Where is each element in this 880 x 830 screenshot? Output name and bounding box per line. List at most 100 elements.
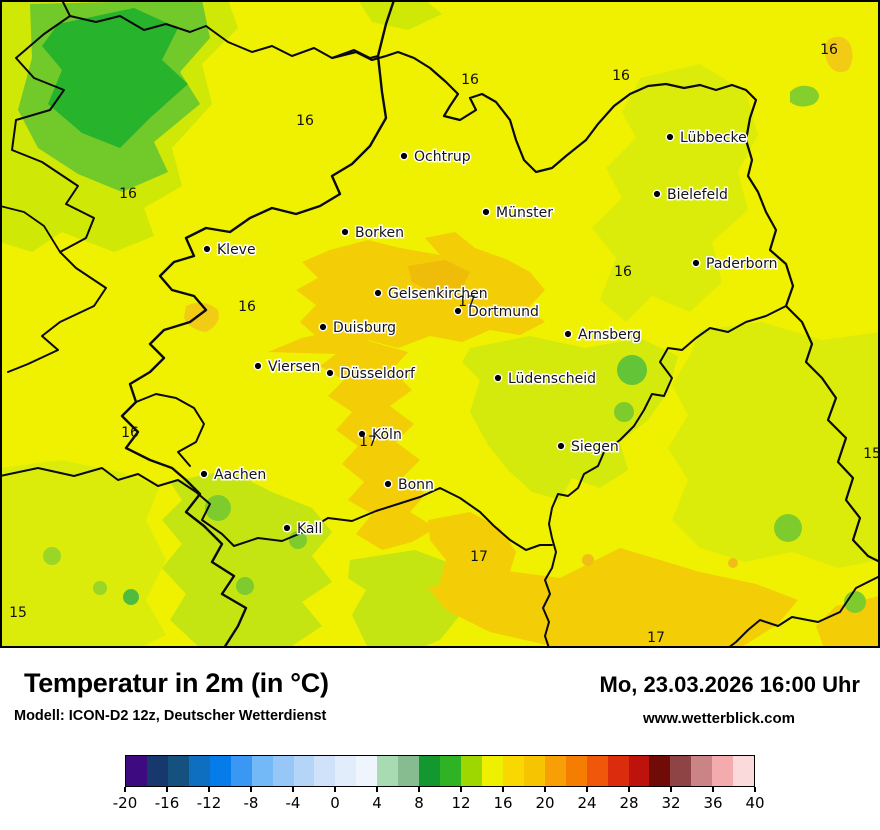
colorbar-segments — [125, 755, 755, 787]
city-dot — [357, 429, 367, 439]
colorbar-tickmark — [124, 787, 126, 792]
city-label: Aachen — [214, 467, 266, 483]
city-marker: Paderborn — [691, 255, 779, 274]
colorbar-segment — [293, 756, 315, 786]
colorbar-tick-label: 4 — [372, 794, 382, 812]
temp-fill-patches — [0, 0, 880, 648]
colorbar-segment — [251, 756, 273, 786]
colorbar-segment — [356, 756, 378, 786]
colorbar-tickmark — [334, 787, 336, 792]
colorbar-segment — [209, 756, 231, 786]
colorbar-segment — [398, 756, 420, 786]
colorbar-segment — [167, 756, 189, 786]
city-dot — [373, 288, 383, 298]
city-dot — [253, 361, 263, 371]
city-label: Köln — [372, 427, 402, 443]
colorbar-tickmark — [166, 787, 168, 792]
city-marker: Bielefeld — [652, 186, 729, 205]
colorbar-tick-label: 28 — [619, 794, 639, 812]
city-dot — [481, 207, 491, 217]
city-label: Münster — [496, 205, 553, 221]
city-label: Lübbecke — [680, 130, 747, 146]
city-markers: Ochtrup Lübbecke Bielefeld Münster Paderborn… — [199, 129, 779, 539]
city-dot — [282, 523, 292, 533]
colorbar-segment — [586, 756, 608, 786]
colorbar-segment — [733, 756, 755, 786]
city-dot — [563, 329, 573, 339]
colorbar-tick-label: 8 — [414, 794, 424, 812]
city-marker: Aachen — [199, 466, 268, 485]
colorbar-tick-label: -4 — [285, 794, 301, 812]
colorbar-segment — [691, 756, 713, 786]
colorbar-segment — [502, 756, 524, 786]
city-label: Düsseldorf — [340, 366, 416, 382]
colorbar-segment — [272, 756, 294, 786]
colorbar-segment — [188, 756, 210, 786]
city-marker: Kall — [282, 520, 324, 539]
city-marker: Borken — [340, 224, 406, 243]
temp-label: 16 — [121, 425, 139, 441]
colorbar-segment — [565, 756, 587, 786]
city-label: Dortmund — [468, 304, 539, 320]
city-marker: Lüdenscheid — [493, 370, 598, 389]
temp-label: 16 — [296, 113, 314, 129]
colorbar-tickmark — [250, 787, 252, 792]
city-marker: Ochtrup — [399, 148, 472, 167]
colorbar-segment — [146, 756, 168, 786]
city-label: Siegen — [571, 439, 619, 455]
temp-label: 17 — [458, 294, 476, 310]
colorbar-tickmark — [628, 787, 630, 792]
city-dot — [652, 189, 662, 199]
city-label: Viersen — [268, 359, 320, 375]
border-lines — [0, 0, 880, 648]
colorbar-segment — [126, 756, 147, 786]
city-dot — [202, 244, 212, 254]
colorbar-segment — [440, 756, 461, 786]
colorbar-segment — [523, 756, 545, 786]
city-dot — [318, 322, 328, 332]
city-dot — [691, 258, 701, 268]
colorbar-segment — [670, 756, 692, 786]
city-dot — [325, 368, 335, 378]
city-label: Lüdenscheid — [508, 371, 596, 387]
city-marker: Düsseldorf — [325, 365, 417, 384]
city-dot — [556, 441, 566, 451]
temp-label: 15 — [9, 605, 27, 621]
colorbar-tick-label: -16 — [154, 794, 180, 812]
city-dot — [665, 132, 675, 142]
city-dot — [453, 306, 463, 316]
model-info: Modell: ICON-D2 12z, Deutscher Wetterdie… — [14, 708, 327, 724]
colorbar-tick-label: 24 — [577, 794, 597, 812]
colorbar-tick-label: 16 — [493, 794, 513, 812]
city-marker: Münster — [481, 204, 555, 223]
colorbar-tickmark — [586, 787, 588, 792]
city-dot — [493, 373, 503, 383]
datetime-label: Mo, 23.03.2026 16:00 Uhr — [599, 672, 860, 697]
colorbar-tickmark — [376, 787, 378, 792]
city-dot — [399, 151, 409, 161]
colorbar-tick-label: 36 — [703, 794, 723, 812]
city-marker: Arnsberg — [563, 326, 643, 345]
colorbar-tickmark — [418, 787, 420, 792]
temp-label: 17 — [359, 434, 377, 450]
city-marker: Viersen — [253, 358, 322, 377]
colorbar-segment — [419, 756, 441, 786]
colorbar-segment — [544, 756, 566, 786]
colorbar-tick-label: -20 — [112, 794, 138, 812]
colorbar-tickmark — [712, 787, 714, 792]
city-label: Borken — [355, 225, 404, 241]
colorbar-segment — [712, 756, 734, 786]
city-marker: Siegen — [556, 438, 620, 457]
colorbar-segment — [377, 756, 399, 786]
temperature-map: Ochtrup Lübbecke Bielefeld Münster Paderborn… — [0, 0, 880, 648]
map-svg: Ochtrup Lübbecke Bielefeld Münster Paderborn… — [0, 0, 880, 648]
colorbar-tickmark — [670, 787, 672, 792]
city-label: Bielefeld — [667, 187, 728, 203]
temp-label: 17 — [470, 549, 488, 565]
map-frame — [0, 0, 880, 648]
temp-label: 16 — [238, 299, 256, 315]
colorbar-tick-label: -12 — [196, 794, 222, 812]
colorbar-tickmark — [460, 787, 462, 792]
colorbar-tickmark — [544, 787, 546, 792]
